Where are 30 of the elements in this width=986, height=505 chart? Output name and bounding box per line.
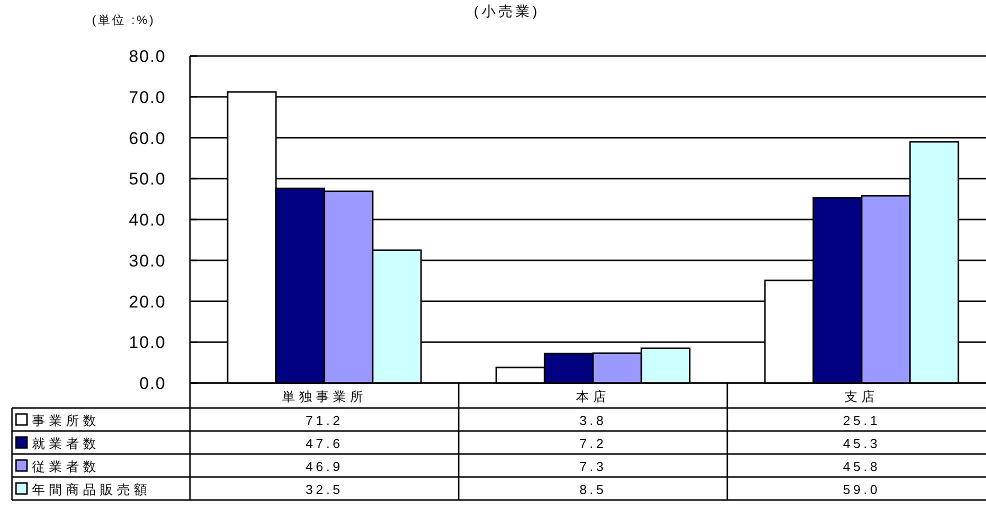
- data-label: 7.3: [579, 459, 607, 474]
- data-label: 7.2: [579, 436, 607, 451]
- data-label: 71.2: [306, 413, 343, 428]
- data-label: 25.1: [843, 413, 880, 428]
- data-label: 46.9: [306, 459, 343, 474]
- x-tick-label: 本店: [576, 389, 610, 404]
- y-axis-title: (単位 :%): [92, 13, 156, 27]
- y-tick-label: 40.0: [128, 210, 166, 230]
- y-tick-label: 30.0: [128, 251, 166, 270]
- x-tick-label: 支店: [844, 389, 879, 404]
- legend-label: 事業所数: [32, 413, 100, 428]
- legend-label: 年間商品販売額: [32, 482, 151, 497]
- data-label: 45.8: [843, 459, 880, 474]
- y-tick-label: 50.0: [128, 170, 166, 189]
- y-tick-label: 10.0: [128, 333, 166, 352]
- data-label: 32.5: [306, 482, 343, 497]
- y-tick-label: 20.0: [128, 292, 166, 312]
- data-label: 45.3: [843, 436, 880, 451]
- data-label: 3.8: [579, 413, 607, 428]
- y-tick-label: 60.0: [128, 128, 166, 148]
- y-tick-label: 70.0: [128, 88, 166, 107]
- y-tick-label: 80.0: [128, 47, 166, 66]
- y-tick-label: 0.0: [139, 374, 166, 393]
- x-tick-label: 単独事業所: [282, 389, 367, 404]
- data-label: 8.5: [579, 482, 607, 497]
- data-label: 47.6: [306, 436, 343, 451]
- legend-label: 就業者数: [32, 436, 100, 451]
- data-label: 59.0: [843, 482, 880, 497]
- legend-label: 従業者数: [32, 459, 100, 474]
- chart-title: (小売業): [474, 3, 540, 19]
